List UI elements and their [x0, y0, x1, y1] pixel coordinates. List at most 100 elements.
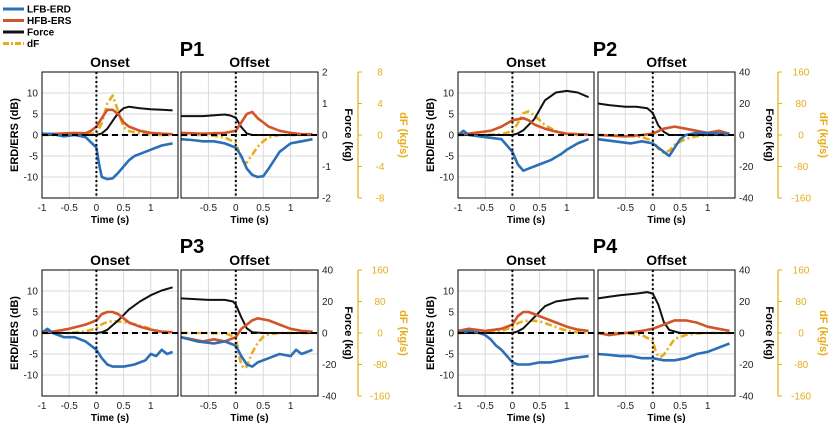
y-force-axis-label: Force (kg)	[763, 306, 775, 360]
x-axis-label: Time (s)	[230, 215, 268, 226]
x-axis-label: Time (s)	[230, 413, 268, 424]
x-tick-label: -1	[454, 203, 463, 214]
y-force-axis-label: Force (kg)	[342, 306, 354, 360]
panel-frame	[457, 269, 595, 397]
y-force-axis-label: Force (kg)	[342, 108, 354, 162]
y-left-tick-label: 5	[448, 110, 454, 121]
y-force-tick-label: 40	[739, 68, 751, 79]
y-df-axis-label: dF (kg/s)	[397, 112, 409, 158]
y-left-tick-label: 0	[448, 131, 454, 142]
x-tick-label: -1	[38, 401, 47, 412]
panel-frame	[41, 71, 179, 199]
series-line-hfb-ers	[180, 110, 313, 136]
x-tick-label: 1	[148, 203, 154, 214]
x-tick-label: 0.5	[117, 203, 131, 214]
y-df-tick-label: 160	[793, 266, 810, 277]
x-tick-label: -0.5	[61, 401, 79, 412]
x-tick-label: -0.5	[477, 401, 495, 412]
chart-title: P2	[593, 39, 617, 61]
x-tick-label: -1	[454, 401, 463, 412]
x-tick-label: 0	[233, 401, 239, 412]
y-left-tick-label: 10	[443, 287, 455, 298]
y-left-tick-label: -10	[24, 371, 39, 382]
series-line-df	[458, 319, 589, 335]
y-force-tick-label: 20	[739, 297, 751, 308]
x-axis-label: Time (s)	[91, 215, 129, 226]
series-line-hfb-ers	[42, 310, 173, 334]
x-tick-label: 1	[564, 401, 570, 412]
x-axis-label: Time (s)	[91, 413, 129, 424]
y-left-axis-label: ERD/ERS (dB)	[9, 98, 21, 172]
y-df-tick-label: 160	[372, 266, 389, 277]
y-df-axis-label: dF (kg/s)	[397, 310, 409, 356]
y-df-tick-label: 0	[798, 131, 804, 142]
charts-group: P1 Onset -1 -0.5 0 0.5 1 Time (s) Offset -0.5 0 0.5…	[9, 39, 829, 424]
y-left-tick-label: -10	[440, 371, 455, 382]
series-line-lfb-erd	[597, 342, 730, 362]
panel-title: Offset	[646, 54, 687, 70]
x-tick-label: 0	[510, 203, 516, 214]
panel-offset: Offset -0.5 0 0.5 1 Time (s)	[180, 54, 319, 226]
panel-offset: Offset -0.5 0 0.5 1 Time (s)	[597, 54, 736, 226]
y-df-tick-label: -80	[373, 360, 388, 371]
x-tick-label: 0	[94, 203, 100, 214]
panel-onset: Onset -1 -0.5 0 0.5 1 Time (s)	[38, 54, 179, 226]
y-df-tick-label: 80	[374, 297, 386, 308]
y-left-tick-label: 10	[27, 89, 39, 100]
y-force-axis-label: Force (kg)	[763, 108, 775, 162]
series-line-hfb-ers	[457, 310, 589, 333]
chart-title: P1	[180, 39, 204, 61]
panel-onset: Onset -1 -0.5 0 0.5 1 Time (s)	[454, 252, 595, 424]
series-line-df	[598, 331, 730, 358]
y-force-tick-label: -20	[739, 360, 754, 371]
y-df-tick-label: 0	[377, 329, 383, 340]
x-tick-label: 1	[288, 401, 294, 412]
x-tick-label: -0.5	[477, 203, 495, 214]
y-left-tick-label: -10	[440, 173, 455, 184]
panel-frame	[180, 71, 319, 199]
y-force-tick-label: 0	[739, 329, 745, 340]
y-left-axis-label: ERD/ERS (dB)	[9, 296, 21, 370]
y-df-tick-label: -160	[791, 392, 811, 403]
series-line-lfb-erd	[41, 327, 174, 368]
y-force-tick-label: 40	[322, 266, 334, 277]
y-left-axis-label: ERD/ERS (dB)	[425, 98, 437, 172]
y-df-tick-label: 4	[377, 99, 383, 110]
y-left-tick-label: 10	[27, 287, 39, 298]
x-tick-label: 0	[650, 203, 656, 214]
x-tick-label: -0.5	[200, 203, 218, 214]
y-df-tick-label: 80	[795, 99, 807, 110]
panel-frame	[597, 71, 736, 199]
x-tick-label: 1	[288, 203, 294, 214]
x-tick-label: 0.5	[533, 203, 547, 214]
x-tick-label: -0.5	[617, 203, 635, 214]
y-left-tick-label: 5	[32, 308, 38, 319]
panel-title: Onset	[90, 54, 130, 70]
series-line-lfb-erd	[180, 137, 313, 179]
x-tick-label: 0	[94, 401, 100, 412]
legend-label: Force	[27, 28, 55, 39]
series-line-lfb-erd	[457, 129, 590, 172]
y-force-tick-label: 0	[322, 329, 328, 340]
x-tick-label: -0.5	[200, 401, 218, 412]
x-tick-label: 0.5	[256, 401, 270, 412]
y-left-axis-label: ERD/ERS (dB)	[425, 296, 437, 370]
x-tick-label: 0.5	[673, 203, 687, 214]
y-force-tick-label: -20	[739, 162, 754, 173]
series-line-hfb-ers	[457, 116, 589, 137]
y-df-tick-label: -4	[376, 162, 385, 173]
y-df-tick-label: -80	[794, 162, 809, 173]
x-tick-label: -0.5	[61, 203, 79, 214]
panel-frame	[41, 269, 179, 397]
panel-title: Onset	[90, 252, 130, 268]
x-tick-label: 1	[564, 203, 570, 214]
y-df-tick-label: -8	[376, 194, 385, 205]
y-force-tick-label: -40	[739, 392, 754, 403]
legend-label: dF	[27, 39, 39, 50]
panel-title: Onset	[506, 54, 546, 70]
y-df-axis-label: dF (kg/s)	[817, 112, 829, 158]
x-tick-label: 0.5	[256, 203, 270, 214]
y-force-tick-label: 1	[322, 99, 328, 110]
